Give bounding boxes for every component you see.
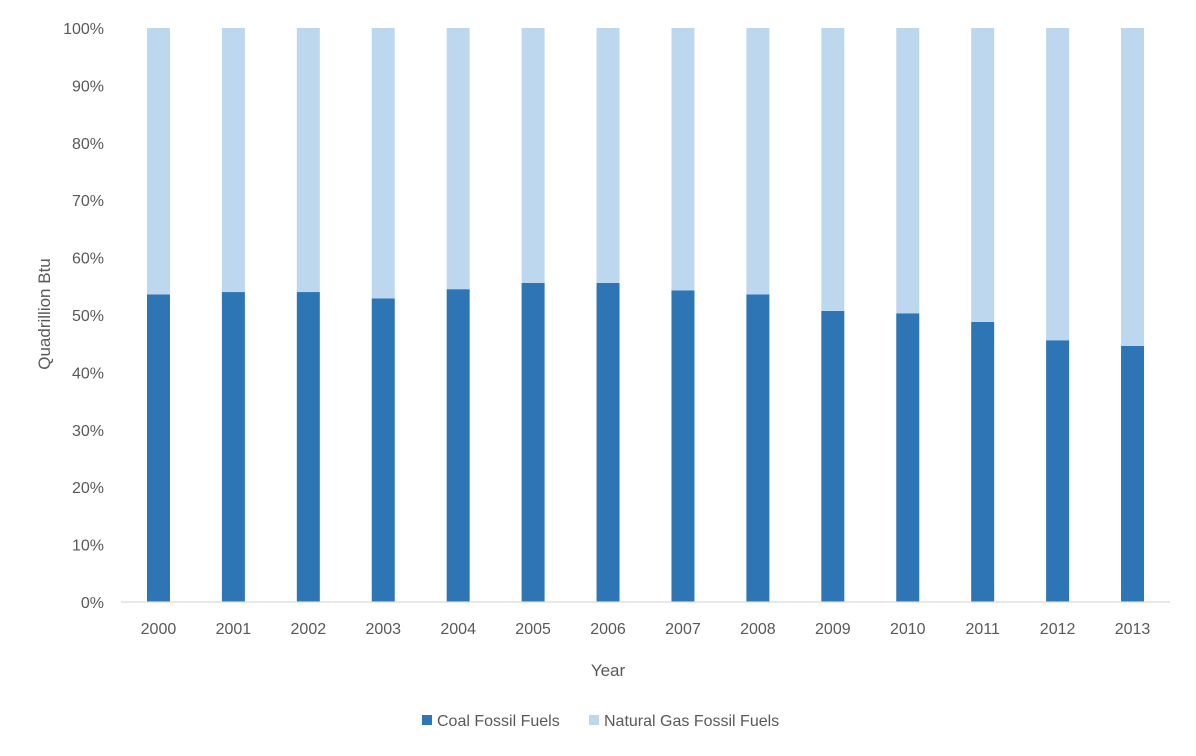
y-tick-label: 100%: [63, 21, 104, 38]
x-tick-label: 2000: [141, 621, 177, 638]
y-tick-label: 70%: [72, 193, 104, 210]
x-tick-label: 2010: [890, 621, 926, 638]
bar-coal-2000: [146, 294, 170, 602]
bar-coal-2006: [596, 282, 620, 602]
x-tick-label: 2009: [815, 621, 851, 638]
bar-coal-2010: [896, 313, 920, 602]
bar-natural-gas-2002: [296, 28, 320, 293]
bar-natural-gas-2010: [896, 28, 920, 314]
legend-label-natural-gas: Natural Gas Fossil Fuels: [604, 713, 779, 730]
bar-coal-2009: [821, 310, 845, 602]
bar-natural-gas-2006: [596, 28, 620, 283]
legend-swatch-coal: [422, 715, 432, 725]
y-tick-label: 90%: [72, 78, 104, 95]
legend-swatch-natural-gas: [589, 715, 599, 725]
bar-natural-gas-2011: [971, 28, 995, 322]
x-tick-label: 2005: [515, 621, 551, 638]
x-tick-label: 2004: [440, 621, 476, 638]
y-tick-label: 30%: [72, 423, 104, 440]
bar-natural-gas-2003: [371, 28, 395, 299]
bar-natural-gas-2009: [821, 28, 845, 311]
bar-natural-gas-2005: [521, 28, 545, 283]
bar-natural-gas-2001: [221, 28, 245, 293]
y-tick-label: 40%: [72, 365, 104, 382]
y-tick-label: 10%: [72, 538, 104, 555]
bar-coal-2013: [1121, 345, 1145, 602]
x-axis-ticks: 2000 2001 2002 2003 2004 2005 2006 2007 2008 2009…: [141, 621, 1151, 638]
x-tick-label: 2008: [740, 621, 776, 638]
x-tick-label: 2006: [590, 621, 626, 638]
x-tick-label: 2007: [665, 621, 701, 638]
x-tick-label: 2012: [1040, 621, 1076, 638]
bar-coal-2004: [446, 289, 470, 602]
y-axis-title: Quadrillion Btu: [35, 258, 54, 370]
bar-natural-gas-2012: [1046, 28, 1070, 341]
bars: [146, 28, 1145, 602]
x-axis-title: Year: [591, 661, 626, 680]
bar-coal-2001: [221, 292, 245, 602]
bar-coal-2005: [521, 282, 545, 602]
y-axis-ticks: 0% 10% 20% 30% 40% 50% 60% 70% 80% 90% 100%: [63, 21, 104, 612]
x-tick-label: 2002: [291, 621, 327, 638]
bar-natural-gas-2000: [146, 28, 170, 295]
bar-coal-2008: [746, 294, 770, 602]
bar-coal-2012: [1046, 340, 1070, 602]
y-tick-label: 50%: [72, 308, 104, 325]
y-tick-label: 20%: [72, 480, 104, 497]
x-tick-label: 2001: [216, 621, 252, 638]
bar-coal-2003: [371, 298, 395, 602]
x-tick-label: 2011: [965, 621, 1000, 638]
legend: Coal Fossil Fuels Natural Gas Fossil Fuel…: [422, 713, 779, 730]
x-tick-label: 2013: [1115, 621, 1151, 638]
bar-coal-2002: [296, 292, 320, 602]
x-tick-label: 2003: [365, 621, 401, 638]
bar-natural-gas-2004: [446, 28, 470, 290]
y-tick-label: 80%: [72, 136, 104, 153]
bar-coal-2011: [971, 321, 995, 602]
y-tick-label: 60%: [72, 251, 104, 268]
legend-label-coal: Coal Fossil Fuels: [437, 713, 560, 730]
bar-natural-gas-2007: [671, 28, 695, 291]
bar-natural-gas-2013: [1121, 28, 1145, 346]
bar-natural-gas-2008: [746, 28, 770, 295]
bar-coal-2007: [671, 290, 695, 602]
y-tick-label: 0%: [81, 595, 104, 612]
